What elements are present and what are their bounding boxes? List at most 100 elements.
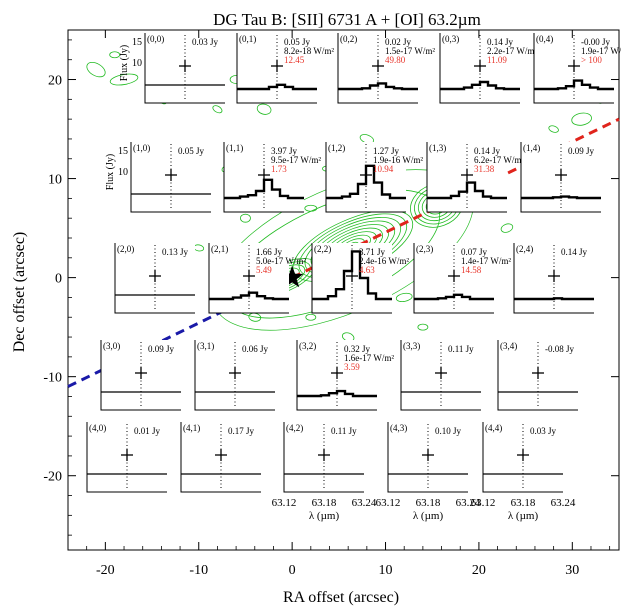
panel-axes xyxy=(482,422,563,493)
spectrum-panel: (2,1) 1.66 Jy5.0e-17 W/m²5.49 xyxy=(208,243,306,314)
spectrum-panel: (4,1) 0.17 Jy xyxy=(180,422,261,493)
panel-label: (2,1) xyxy=(211,244,228,254)
panel-flux: 0.02 Jy xyxy=(385,37,412,47)
wavelength-tick: 63.12 xyxy=(272,497,297,509)
panel-line-flux: 2.2e-17 W/m² xyxy=(487,46,537,56)
panel-axes xyxy=(311,243,392,314)
panel-line-flux: 9.5e-17 W/m² xyxy=(271,155,321,165)
panel-label: (4,1) xyxy=(183,423,200,433)
wavelength-tick: 63.24 xyxy=(456,497,481,509)
panel-flux: 0.32 Jy xyxy=(344,344,371,354)
panel-label: (1,1) xyxy=(226,143,243,153)
panel-flux: 0.11 Jy xyxy=(331,426,357,436)
panel-axes xyxy=(513,243,594,314)
spectrum-profile xyxy=(312,250,392,301)
wavelength-tick: 63.12 xyxy=(376,497,401,509)
wavelength-axis-label: λ (µm) xyxy=(413,510,444,522)
panel-axes xyxy=(180,422,261,493)
contour-blob xyxy=(86,62,106,78)
contour-blob xyxy=(305,313,317,321)
panel-flux: 0.09 Jy xyxy=(148,344,175,354)
star-marker xyxy=(280,265,304,288)
panel-axes xyxy=(387,422,468,493)
panel-label: (4,0) xyxy=(89,423,106,433)
contour-blob xyxy=(417,323,429,331)
panel-snr: 12.45 xyxy=(284,55,305,65)
contour-blob xyxy=(571,112,592,126)
wavelength-tick: 63.18 xyxy=(511,497,536,509)
panel-flux: 0.05 Jy xyxy=(178,146,205,156)
panel-axes xyxy=(413,243,494,314)
contour-blob xyxy=(500,223,514,233)
contour-blob xyxy=(304,204,318,212)
y-axis-label: Dec offset (arcsec) xyxy=(11,232,28,353)
wavelength-axis-label: λ (µm) xyxy=(309,510,340,522)
panel-flux: 3.71 Jy xyxy=(359,247,386,257)
panel-axes xyxy=(236,33,317,104)
y-tick-label: 0 xyxy=(55,272,62,287)
x-tick-label: 0 xyxy=(289,563,296,578)
contour-blob xyxy=(240,213,251,223)
panel-line-flux: 8.2e-18 W/m² xyxy=(284,46,334,56)
flux-tick: 10 xyxy=(132,58,142,69)
spectrum-profile xyxy=(338,82,418,91)
panel-flux: 0.06 Jy xyxy=(242,344,269,354)
spectrum-profile xyxy=(209,291,289,301)
spectrum-profile xyxy=(224,178,304,200)
spectrum-panel: (4,3) 0.10 Jy xyxy=(387,422,468,493)
panel-label: (0,2) xyxy=(340,34,357,44)
x-tick-label: 20 xyxy=(472,563,486,578)
chart-title: DG Tau B: [SII] 6731 A + [OI] 63.2µm xyxy=(213,10,481,29)
spectrum-profile xyxy=(521,195,601,200)
axes: -20 -10 0 10 20 30 -20 -10 0 10 20 xyxy=(43,30,619,578)
panel-snr: 5.49 xyxy=(256,265,272,275)
panel-snr: 11.09 xyxy=(487,55,507,65)
spectrum-panel: (1,0) 0.05 Jy xyxy=(130,142,211,213)
panel-label: (3,0) xyxy=(103,341,120,351)
panel-flux: 0.10 Jy xyxy=(435,426,462,436)
panel-label: (3,4) xyxy=(500,341,517,351)
panel-axes xyxy=(325,142,406,213)
spectrum-panel: (2,0) 0.13 Jy xyxy=(114,243,195,314)
spectrum-profile xyxy=(514,297,594,301)
spectrum-profile xyxy=(440,80,520,91)
flux-tick: 15 xyxy=(118,146,128,157)
panel-axes xyxy=(86,422,167,493)
panel-label: (0,3) xyxy=(442,34,459,44)
spectrum-profile xyxy=(297,389,377,398)
panel-line-flux: 1.9e-17 W/m² xyxy=(581,46,621,56)
panel-line-flux: 6.2e-17 W/m² xyxy=(474,155,524,165)
panel-label: (0,4) xyxy=(536,34,553,44)
panel-snr: 49.80 xyxy=(385,55,406,65)
wavelength-tick: 63.24 xyxy=(352,497,377,509)
y-tick-label: -20 xyxy=(43,470,62,485)
spectrum-profile xyxy=(237,83,317,91)
panel-axes xyxy=(497,340,578,411)
panel-axes xyxy=(533,33,614,104)
contour-blob xyxy=(548,125,559,133)
panel-label: (1,0) xyxy=(133,143,150,153)
panel-flux: 0.03 Jy xyxy=(530,426,557,436)
panel-label: (2,3) xyxy=(416,244,433,254)
panel-label: (1,2) xyxy=(328,143,345,153)
wavelength-tick: 63.18 xyxy=(312,497,337,509)
spectrum-panel: (1,4) 0.09 Jy xyxy=(520,142,601,213)
contour-blob xyxy=(109,73,139,86)
panel-label: (1,4) xyxy=(523,143,540,153)
wavelength-tick: 63.24 xyxy=(551,497,576,509)
panel-flux: 0.03 Jy xyxy=(192,37,219,47)
panel-line-flux: 1.4e-17 W/m² xyxy=(461,256,511,266)
panel-flux: 0.11 Jy xyxy=(448,344,474,354)
panel-label: (2,2) xyxy=(314,244,331,254)
panel-axes xyxy=(283,422,364,493)
panel-snr: 31.38 xyxy=(474,164,495,174)
panel-line-flux: 1.6e-17 W/m² xyxy=(344,353,394,363)
panel-flux: -0.08 Jy xyxy=(545,344,574,354)
flux-tick: 15 xyxy=(132,37,142,48)
panel-axes xyxy=(520,142,601,213)
panel-label: (3,3) xyxy=(403,341,420,351)
contour-blob xyxy=(256,103,272,115)
panel-label: (0,0) xyxy=(147,34,164,44)
panel-flux: 0.14 Jy xyxy=(561,247,588,257)
